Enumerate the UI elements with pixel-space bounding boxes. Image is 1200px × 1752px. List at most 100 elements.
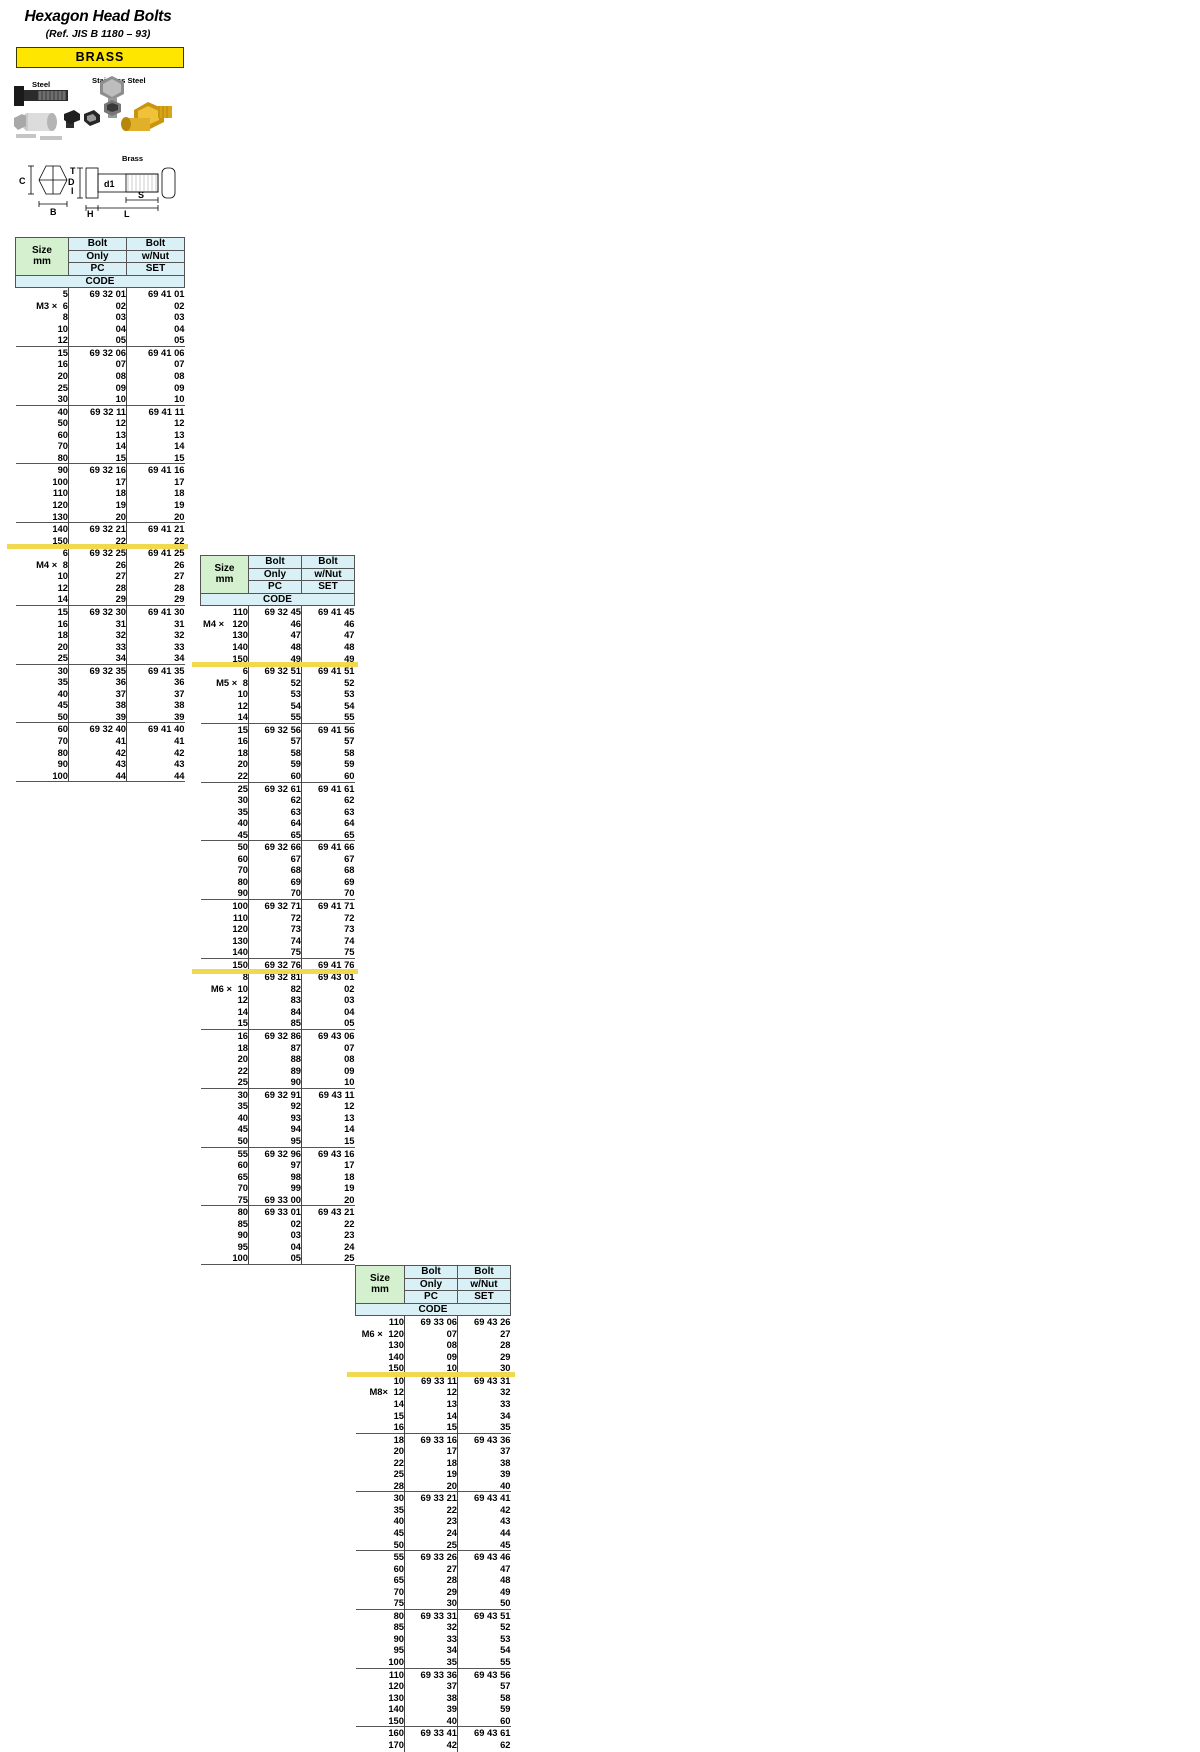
cell-code-bolt-only: 93 (248, 1111, 302, 1124)
cell-thread-label: M4 × (203, 617, 227, 629)
cell-thread-label (52, 699, 55, 710)
cell-code-bolt-wnut: 55 (344, 711, 355, 723)
cell-code-bolt-wnut: 69 41 16 (126, 463, 185, 476)
cell-code-bolt-wnut: 23 (344, 1229, 355, 1241)
cell-length: 30 (57, 393, 68, 405)
dimension-diagram: C B T D l d1 S H L (19, 165, 176, 219)
cell-code-bolt-only: 32 (404, 1621, 458, 1633)
cell-code-bolt-wnut: 69 43 01 (301, 970, 355, 983)
cell-size: 10 (15, 570, 69, 582)
table-row: 22 60 60 (200, 770, 355, 783)
cell-thread-label (388, 1610, 391, 1621)
cell-length: 15 (57, 346, 68, 358)
cell-size: 170 (355, 1738, 405, 1751)
cell-length: 65 (237, 1170, 248, 1182)
cell-thread-label (47, 770, 50, 781)
cell-thread-label (232, 1112, 235, 1123)
cell-code-bolt-wnut: 43 (500, 1515, 511, 1527)
table-row: 16 07 07 (15, 358, 185, 371)
cell-length: 80 (237, 1206, 248, 1218)
cell-code-bolt-wnut: 69 41 76 (301, 957, 355, 971)
cell-code-bolt-wnut: 15 (174, 451, 185, 463)
cell-length: 110 (232, 606, 248, 618)
cell-length: 110 (232, 911, 248, 923)
cell-code-bolt-only: 69 33 36 (404, 1667, 458, 1681)
table-row: 85 02 22 (200, 1217, 355, 1230)
cell-length: 18 (237, 1041, 248, 1053)
cell-code-bolt-only: 42 (404, 1738, 458, 1751)
cell-thread-label (57, 288, 60, 299)
cell-code-bolt-wnut: 48 (344, 640, 355, 652)
cell-length: 70 (393, 1585, 404, 1597)
cell-code-bolt-only: 03 (248, 1229, 302, 1241)
cell-length: 20 (57, 640, 68, 652)
table-row: 20 59 59 (200, 758, 355, 770)
cell-thread-label (52, 393, 55, 404)
cell-code-bolt-wnut: 63 (344, 805, 355, 817)
cell-code-bolt-wnut: 69 43 21 (301, 1205, 355, 1218)
cell-thread-label (388, 1434, 391, 1445)
cell-code-bolt-wnut: 42 (500, 1503, 511, 1515)
cell-length: 45 (393, 1527, 404, 1538)
bolt-table: Size mm Bolt Bolt Only w/Nut PC SET CODE 110 69 3… (355, 1264, 511, 1752)
cell-code-bolt-wnut: 69 43 06 (301, 1029, 355, 1042)
cell-length: 80 (393, 1609, 404, 1621)
cell-thread-label (388, 1633, 391, 1644)
cell-thread-label (388, 1527, 391, 1538)
cell-code-bolt-only: 69 32 71 (248, 899, 302, 912)
table-row: 90 43 43 (15, 758, 185, 770)
cell-thread-label (232, 876, 235, 887)
cell-code-bolt-wnut: 31 (174, 617, 185, 629)
cell-code-bolt-wnut: 69 43 51 (457, 1608, 511, 1622)
cell-length: 50 (237, 1134, 248, 1146)
cell-size: 50 (15, 417, 69, 429)
cell-code-bolt-only: 69 33 00 (248, 1193, 302, 1206)
cell-code-bolt-wnut: 02 (174, 299, 185, 311)
cell-size: 20 (355, 1445, 405, 1457)
cell-code-bolt-only: 05 (248, 1252, 302, 1265)
cell-length: 40 (237, 817, 248, 829)
cell-code-bolt-wnut: 02 (344, 982, 355, 994)
cell-code-bolt-wnut: 69 41 01 (148, 288, 185, 300)
table-row: 15 85 05 (200, 1017, 355, 1030)
header-pc: PC (68, 262, 127, 276)
table-row: 100 44 44 (15, 769, 185, 783)
table-row: 80 42 42 (15, 746, 185, 759)
cell-thread-label (383, 1715, 386, 1726)
table-row: 110 69 32 45 69 41 45 (200, 605, 355, 618)
cell-length: 100 (388, 1656, 404, 1668)
cell-code-bolt-wnut: 65 (344, 828, 355, 840)
cell-code-bolt-wnut: 28 (500, 1339, 511, 1351)
cell-size: 40 (200, 817, 249, 829)
table-row: 60 97 17 (200, 1159, 355, 1171)
bolt-table: Size mm Bolt Bolt Only w/Nut PC SET CODE 110 69 3… (200, 555, 355, 1265)
cell-code-bolt-only: 85 (248, 1017, 302, 1030)
cell-thread-label (383, 1362, 386, 1373)
cell-length: 130 (232, 629, 248, 641)
cell-thread-label (383, 1316, 386, 1327)
cell-length: 140 (388, 1350, 404, 1362)
cell-size: 15 (200, 722, 249, 736)
cell-length: 70 (237, 1182, 248, 1194)
cell-code-bolt-only: 19 (68, 499, 127, 511)
table-row: 90 69 32 16 69 41 16 (15, 463, 185, 476)
header-size-unit: mm (215, 574, 234, 586)
cell-size: 25 (200, 781, 249, 795)
cell-length: 110 (52, 487, 68, 499)
cell-code-bolt-wnut: 57 (500, 1680, 511, 1692)
cell-size: 20 (15, 370, 69, 382)
table-row: 45 24 44 (355, 1527, 511, 1539)
cell-code-bolt-only: 10 (404, 1362, 458, 1375)
cell-thread-label: M6 × (210, 982, 232, 994)
cell-thread-label (388, 1504, 391, 1515)
cell-code-bolt-only: 43 (404, 1750, 458, 1752)
cell-length: 120 (388, 1327, 404, 1339)
cell-size: 150 (200, 652, 249, 665)
cell-length: 15 (237, 1017, 248, 1029)
cell-length: 15 (57, 605, 68, 617)
cell-thread-label (47, 499, 50, 510)
cell-thread-label (227, 1252, 230, 1263)
cell-code-bolt-only: 69 32 21 (68, 522, 127, 535)
table-row: 15 14 34 (355, 1409, 511, 1422)
cell-code-bolt-wnut: 26 (174, 558, 185, 570)
